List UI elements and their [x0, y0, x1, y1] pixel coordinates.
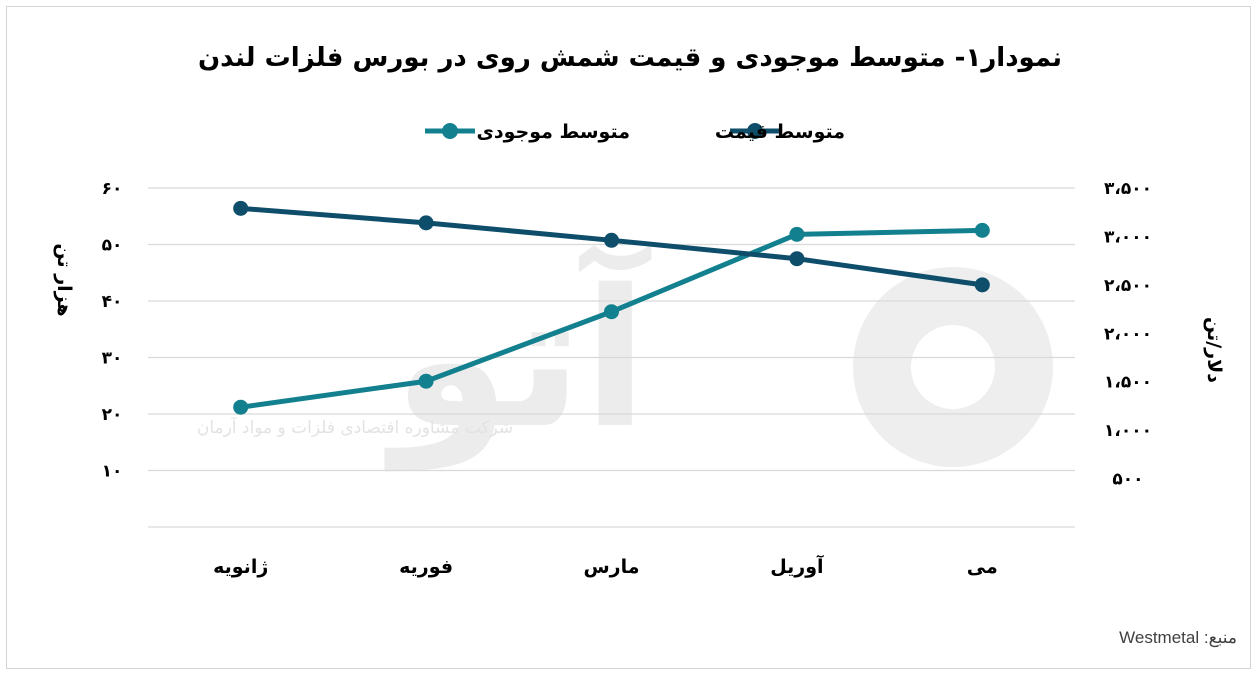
data-point	[789, 251, 805, 267]
right-tick-label: ۳،۵۰۰	[1104, 179, 1152, 199]
category-label: می	[967, 556, 998, 578]
category-label: فوریه	[399, 556, 453, 578]
data-point	[604, 304, 619, 320]
left-tick-label: ۵۰	[102, 236, 123, 256]
right-tick-label: ۲،۰۰۰	[1104, 324, 1152, 344]
legend-item-price: متوسط قیمت	[715, 121, 845, 143]
gridlines	[148, 187, 1075, 528]
series-lines	[233, 200, 990, 415]
category-label: آوریل	[770, 554, 824, 578]
data-point	[418, 373, 434, 389]
left-axis-ticks: ۱۰ ۲۰ ۳۰ ۴۰ ۵۰ ۶۰	[102, 179, 123, 482]
data-point	[418, 215, 434, 231]
right-axis-title: دلار/تن	[1203, 317, 1225, 383]
right-axis-ticks: ۵۰۰ ۱،۰۰۰ ۱،۵۰۰ ۲،۰۰۰ ۲،۵۰۰ ۳،۰۰۰ ۳،۵۰۰	[1104, 179, 1152, 490]
left-tick-label: ۱۰	[102, 462, 123, 482]
watermark-text: شرکت مشاوره اقتصادی فلزات و مواد آرمان	[197, 416, 513, 438]
category-label: ژانویه	[213, 556, 268, 578]
legend-item-inventory: متوسط موجودی	[425, 121, 630, 143]
right-tick-label: ۵۰۰	[1112, 470, 1143, 490]
category-label: مارس	[583, 556, 639, 578]
left-tick-label: ۳۰	[102, 349, 123, 369]
legend: متوسط قیمت متوسط موجودی	[425, 121, 845, 143]
chart-frame	[6, 6, 1251, 669]
legend-label-inventory: متوسط موجودی	[476, 121, 630, 143]
right-tick-label: ۱،۰۰۰	[1104, 421, 1152, 441]
left-tick-label: ۲۰	[102, 405, 123, 425]
data-point	[604, 232, 619, 248]
left-tick-label: ۴۰	[102, 292, 123, 312]
category-labels: ژانویه فوریه مارس آوریل می	[213, 554, 998, 578]
legend-label-price: متوسط قیمت	[715, 121, 845, 143]
data-point	[974, 222, 990, 238]
right-tick-label: ۱،۵۰۰	[1104, 373, 1152, 393]
data-point	[974, 277, 990, 293]
left-axis-title: هزار تن	[53, 243, 75, 316]
source-note: منبع: Westmetal	[1119, 628, 1237, 647]
left-tick-label: ۶۰	[102, 179, 123, 199]
right-tick-label: ۳،۰۰۰	[1104, 227, 1152, 247]
chart-title: نمودار۱- متوسط موجودی و قیمت شمش روی در …	[198, 43, 1062, 73]
right-tick-label: ۲،۵۰۰	[1104, 276, 1152, 296]
data-point	[789, 226, 805, 242]
data-point	[233, 200, 249, 216]
data-point	[233, 399, 249, 415]
